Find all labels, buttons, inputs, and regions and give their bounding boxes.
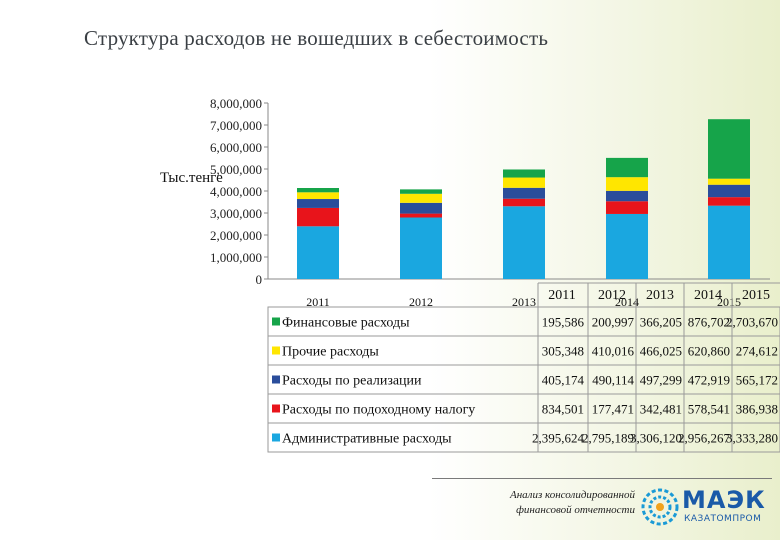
bar-segment bbox=[297, 192, 339, 200]
bar-segment bbox=[400, 189, 442, 194]
logo-text: МАЭК bbox=[682, 486, 766, 514]
table-header-cell: 2011 bbox=[548, 288, 575, 303]
y-tick-label: 5,000,000 bbox=[210, 162, 262, 177]
legend-label: Прочие расходы bbox=[282, 345, 379, 360]
y-tick-label: 2,000,000 bbox=[210, 228, 262, 243]
bar-segment bbox=[606, 201, 648, 214]
table-header-cell: 2014 bbox=[694, 288, 722, 303]
footer-caption-line-2: финансовой отчетности bbox=[516, 504, 635, 516]
table-value-cell: 834,501 bbox=[542, 402, 584, 417]
y-tick-label: 1,000,000 bbox=[210, 250, 262, 265]
table-value-cell: 410,016 bbox=[592, 344, 635, 359]
x-tick-label: 2015 bbox=[717, 295, 741, 309]
bar-segment bbox=[503, 206, 545, 279]
bar-segment bbox=[400, 217, 442, 279]
table-value-cell: 2,395,624 bbox=[532, 431, 585, 446]
bar-segment bbox=[400, 202, 442, 214]
legend-swatch bbox=[272, 433, 280, 442]
legend-swatch bbox=[272, 317, 280, 326]
page-title: Структура расходов не вошедших в себесто… bbox=[84, 26, 549, 50]
footer-caption-line-1: Анализ консолидированной bbox=[509, 489, 635, 501]
logo-subtext: КАЗАТОМПРОМ bbox=[684, 514, 762, 524]
table-value-cell: 200,997 bbox=[592, 315, 635, 330]
bar-segment bbox=[503, 198, 545, 207]
legend-label: Финансовые расходы bbox=[282, 316, 410, 331]
table-header-cell: 2013 bbox=[646, 288, 674, 303]
bar-segment bbox=[708, 178, 750, 185]
y-tick-label: 3,000,000 bbox=[210, 206, 262, 221]
x-tick-label: 2012 bbox=[409, 295, 433, 309]
bar-segment bbox=[708, 119, 750, 179]
table-value-cell: 876,702 bbox=[688, 315, 730, 330]
bar-segment bbox=[708, 205, 750, 279]
bar-segment bbox=[606, 190, 648, 202]
legend-swatch bbox=[272, 375, 280, 384]
table-header-cell: 2012 bbox=[598, 288, 626, 303]
company-logo: МАЭК КАЗАТОМПРОМ bbox=[640, 484, 780, 534]
bar-segment bbox=[606, 177, 648, 191]
table-value-cell: 366,205 bbox=[640, 315, 682, 330]
y-tick-label: 6,000,000 bbox=[210, 140, 262, 155]
legend-label: Расходы по подоходному налогу bbox=[282, 403, 475, 418]
table-value-cell: 386,938 bbox=[736, 402, 778, 417]
table-header-cell: 2015 bbox=[742, 288, 770, 303]
bar-segment bbox=[503, 177, 545, 188]
bar-segment bbox=[606, 157, 648, 178]
y-tick-label: 8,000,000 bbox=[210, 96, 262, 111]
footer-divider bbox=[432, 478, 772, 479]
table-value-cell: 3,306,120 bbox=[630, 431, 682, 446]
table-value-cell: 305,348 bbox=[542, 344, 584, 359]
footer-caption: Анализ консолидированной финансовой отче… bbox=[470, 488, 635, 518]
bar-segment bbox=[400, 193, 442, 203]
bar-segment bbox=[297, 188, 339, 193]
bar-segment bbox=[400, 213, 442, 218]
table-value-cell: 274,612 bbox=[736, 344, 778, 359]
data-table-border bbox=[267, 306, 780, 453]
legend-swatch bbox=[272, 346, 280, 355]
y-tick-label: 7,000,000 bbox=[210, 118, 262, 133]
table-value-cell: 490,114 bbox=[592, 373, 634, 388]
table-value-cell: 2,956,267 bbox=[678, 431, 731, 446]
bar-segment bbox=[297, 226, 339, 279]
bar-segment bbox=[297, 207, 339, 227]
y-tick-label: 0 bbox=[256, 272, 263, 287]
x-tick-label: 2013 bbox=[512, 295, 536, 309]
table-value-cell: 195,586 bbox=[542, 315, 585, 330]
logo-emblem-icon bbox=[641, 488, 679, 526]
table-value-cell: 2,795,189 bbox=[582, 431, 634, 446]
bar-segment bbox=[606, 213, 648, 279]
table-value-cell: 472,919 bbox=[688, 373, 730, 388]
legend-label: Расходы по реализации bbox=[282, 374, 422, 389]
y-tick-label: 4,000,000 bbox=[210, 184, 262, 199]
table-value-cell: 565,172 bbox=[736, 373, 778, 388]
bar-segment bbox=[708, 184, 750, 198]
bar-segment bbox=[503, 187, 545, 199]
legend-swatch bbox=[272, 404, 280, 413]
table-value-cell: 466,025 bbox=[640, 344, 682, 359]
bar-segment bbox=[297, 199, 339, 208]
table-value-cell: 177,471 bbox=[592, 402, 634, 417]
table-value-cell: 342,481 bbox=[640, 402, 682, 417]
table-value-cell: 578,541 bbox=[688, 402, 730, 417]
table-value-cell: 497,299 bbox=[640, 373, 682, 388]
table-value-cell: 620,860 bbox=[688, 344, 730, 359]
x-tick-label: 2014 bbox=[615, 295, 639, 309]
bar-segment bbox=[503, 169, 545, 178]
table-value-cell: 2,703,670 bbox=[726, 315, 778, 330]
x-tick-label: 2011 bbox=[306, 295, 330, 309]
table-value-cell: 3,333,280 bbox=[726, 431, 778, 446]
y-axis-label: Тыс.тенге bbox=[160, 170, 223, 186]
legend-label: Административные расходы bbox=[282, 432, 452, 447]
bar-segment bbox=[708, 197, 750, 206]
table-value-cell: 405,174 bbox=[542, 373, 585, 388]
